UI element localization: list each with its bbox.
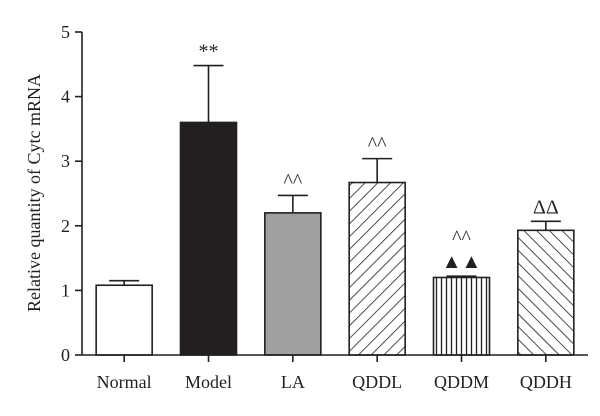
bar-qddl — [348, 181, 406, 356]
bar-qddm — [432, 276, 491, 356]
significance-marker-qddm: ▲▲ — [442, 251, 482, 273]
y-tick-label: 0 — [61, 345, 70, 365]
x-axis: Normal Model LA QDDL QDDM QDDH — [82, 354, 588, 392]
x-tick-label-qddl: QDDL — [352, 372, 402, 392]
bar-model — [179, 121, 238, 356]
significance-marker-qddm: ^^ — [452, 227, 471, 249]
y-tick-label: 3 — [61, 151, 70, 171]
x-tick-label-qddm: QDDM — [434, 372, 489, 392]
y-axis-title: Relative quantity of Cytc mRNA — [24, 74, 44, 312]
y-tick-label: 2 — [61, 216, 70, 236]
significance-marker-qddl: ^^ — [368, 134, 387, 156]
bar-normal — [95, 284, 153, 356]
x-tick-label-qddh: QDDH — [520, 372, 572, 392]
significance-marker-la: ^^ — [283, 170, 302, 192]
y-axis: 0 1 2 3 4 5 — [61, 22, 83, 365]
y-tick-label: 1 — [61, 280, 70, 300]
bar-qddh — [517, 229, 575, 356]
y-tick-label: 4 — [61, 87, 70, 107]
x-tick-label-normal: Normal — [97, 372, 152, 392]
bar-la — [264, 212, 322, 356]
significance-marker-model: ** — [199, 41, 219, 63]
x-tick-label-la: LA — [281, 372, 305, 392]
y-tick-label: 5 — [61, 22, 70, 42]
significance-marker-qddh: ΔΔ — [533, 196, 559, 218]
x-tick-label-model: Model — [185, 372, 232, 392]
bars-group: **^^^^^^▲▲ΔΔ — [95, 41, 575, 356]
